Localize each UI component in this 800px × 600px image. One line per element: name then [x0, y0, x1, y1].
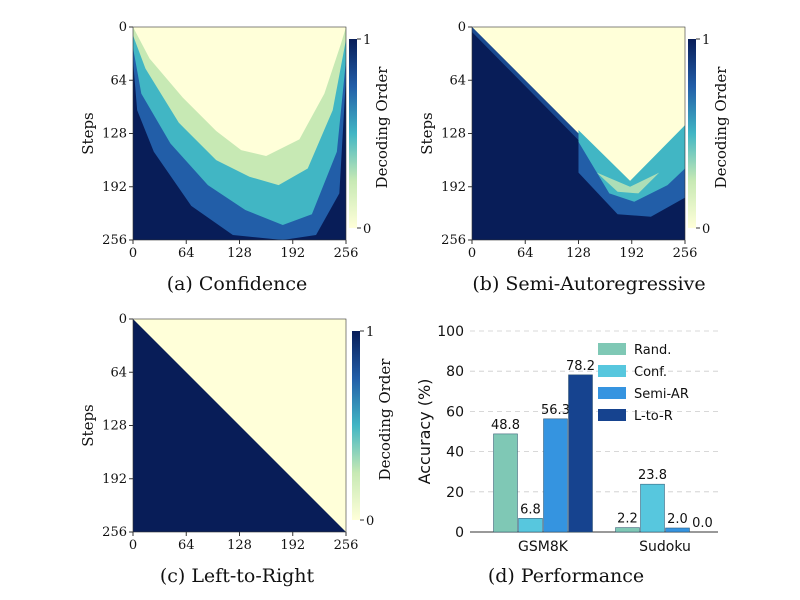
- legend-swatch: [598, 343, 626, 355]
- y-tick-label: 80: [446, 364, 464, 380]
- x-tick-label: 64: [517, 246, 534, 261]
- y-tick-label: 256: [102, 525, 127, 540]
- colorbar: [352, 331, 360, 520]
- decoded-block-2-light: [596, 172, 660, 194]
- panel-caption: (b) Semi-Autoregressive: [472, 273, 705, 295]
- y-tick-label: 256: [102, 233, 127, 248]
- x-tick-label: 0: [129, 538, 137, 553]
- colorbar-tick-label: 1: [366, 325, 374, 340]
- bar-value-label: 6.8: [520, 502, 541, 517]
- y-tick-label: 20: [446, 485, 464, 501]
- x-tick-label: 256: [334, 246, 359, 261]
- panel-caption: (a) Confidence: [167, 273, 308, 295]
- decoded-inner: [133, 47, 346, 240]
- x-tick-label: 64: [178, 538, 195, 553]
- y-tick-label: 100: [437, 324, 464, 340]
- y-tick-label: 64: [110, 73, 127, 88]
- y-tick-label: 192: [102, 180, 127, 195]
- bar-rand--gsm8k: [493, 433, 518, 533]
- bar-semi-ar-sudoku: [665, 527, 690, 533]
- legend-swatch: [598, 409, 626, 421]
- y-tick-label: 128: [102, 127, 127, 142]
- panel-a: 0 64 128 192 256064128192256Steps10Decoding …: [79, 20, 391, 295]
- colorbar-tick-label: 1: [363, 33, 371, 48]
- y-axis-label: Steps: [79, 404, 97, 446]
- x-tick-label: 128: [227, 246, 252, 261]
- colorbar-label: Decoding Order: [373, 66, 391, 189]
- y-tick-label: 256: [441, 233, 466, 248]
- y-tick-label: 128: [102, 419, 127, 434]
- y-tick-label: 0: [119, 312, 127, 327]
- bar-value-label: 23.8: [638, 468, 667, 483]
- x-tick-label: 128: [227, 538, 252, 553]
- colorbar-label: Decoding Order: [376, 358, 394, 481]
- legend-label: Semi-AR: [634, 387, 689, 402]
- colorbar: [688, 39, 696, 228]
- y-tick-label: 128: [441, 127, 466, 142]
- x-tick-label: 0: [129, 246, 137, 261]
- x-category-label: GSM8K: [518, 539, 569, 555]
- y-tick-label: 64: [449, 73, 466, 88]
- panel-caption: (c) Left-to-Right: [160, 565, 315, 587]
- bar-semi-ar-gsm8k: [543, 418, 568, 533]
- colorbar-tick-label: 0: [702, 222, 710, 237]
- bar-value-label: 2.0: [667, 512, 688, 527]
- legend-label: Conf.: [634, 365, 667, 380]
- y-axis-label: Steps: [79, 112, 97, 154]
- y-tick-label: 0: [455, 525, 464, 541]
- panel-caption: (d) Performance: [488, 565, 644, 587]
- y-tick-label: 60: [446, 404, 464, 420]
- colorbar-tick-label: 1: [702, 33, 710, 48]
- bar-value-label: 48.8: [491, 418, 520, 433]
- y-tick-label: 40: [446, 445, 464, 461]
- bar-rand--sudoku: [615, 527, 640, 533]
- y-tick-label: 192: [102, 472, 127, 487]
- x-tick-label: 256: [334, 538, 359, 553]
- x-tick-label: 64: [178, 246, 195, 261]
- legend-swatch: [598, 387, 626, 399]
- panel-c: 0 64 128 192 256064128192256Steps10Decoding …: [79, 312, 394, 587]
- colorbar-tick-label: 0: [363, 222, 371, 237]
- decoded-block-2-dark: [578, 172, 685, 240]
- colorbar-tick-label: 0: [366, 514, 374, 529]
- y-tick-label: 0: [458, 20, 466, 35]
- bar-conf--sudoku: [640, 483, 665, 533]
- y-axis-label: Accuracy (%): [415, 379, 434, 485]
- bar-value-label: 78.2: [566, 359, 595, 374]
- x-tick-label: 128: [566, 246, 591, 261]
- bar-l-to-r-gsm8k: [568, 374, 593, 533]
- panel-d: 0 20 40 60 80 100 48.8 2.2 6.8 23.8 56.3 2.0 78.2 0.0…: [415, 324, 718, 587]
- x-category-label: Sudoku: [639, 539, 691, 555]
- x-tick-label: 0: [468, 246, 476, 261]
- y-axis-label: Steps: [418, 112, 436, 154]
- y-tick-label: 192: [441, 180, 466, 195]
- y-tick-label: 64: [110, 365, 127, 380]
- diagonal-edge-1: [472, 27, 579, 141]
- legend-label: L-to-R: [634, 409, 673, 424]
- bar-value-label: 56.3: [541, 403, 570, 418]
- legend-label: Rand.: [634, 343, 671, 358]
- x-tick-label: 192: [619, 246, 644, 261]
- bar-value-label: 0.0: [692, 516, 713, 531]
- x-tick-label: 256: [673, 246, 698, 261]
- x-tick-label: 192: [280, 538, 305, 553]
- decoded-region: [133, 319, 346, 532]
- decoded-block-1: [472, 27, 579, 240]
- colorbar-label: Decoding Order: [712, 66, 730, 189]
- bar-conf--gsm8k: [518, 518, 543, 533]
- decoded-dark: [133, 60, 346, 240]
- x-tick-label: 192: [280, 246, 305, 261]
- y-tick-label: 0: [119, 20, 127, 35]
- colorbar: [349, 39, 357, 228]
- panel-b: 0 64 128 192 256064128192256Steps10Decoding …: [418, 20, 730, 295]
- legend-swatch: [598, 365, 626, 377]
- bar-value-label: 2.2: [617, 512, 638, 527]
